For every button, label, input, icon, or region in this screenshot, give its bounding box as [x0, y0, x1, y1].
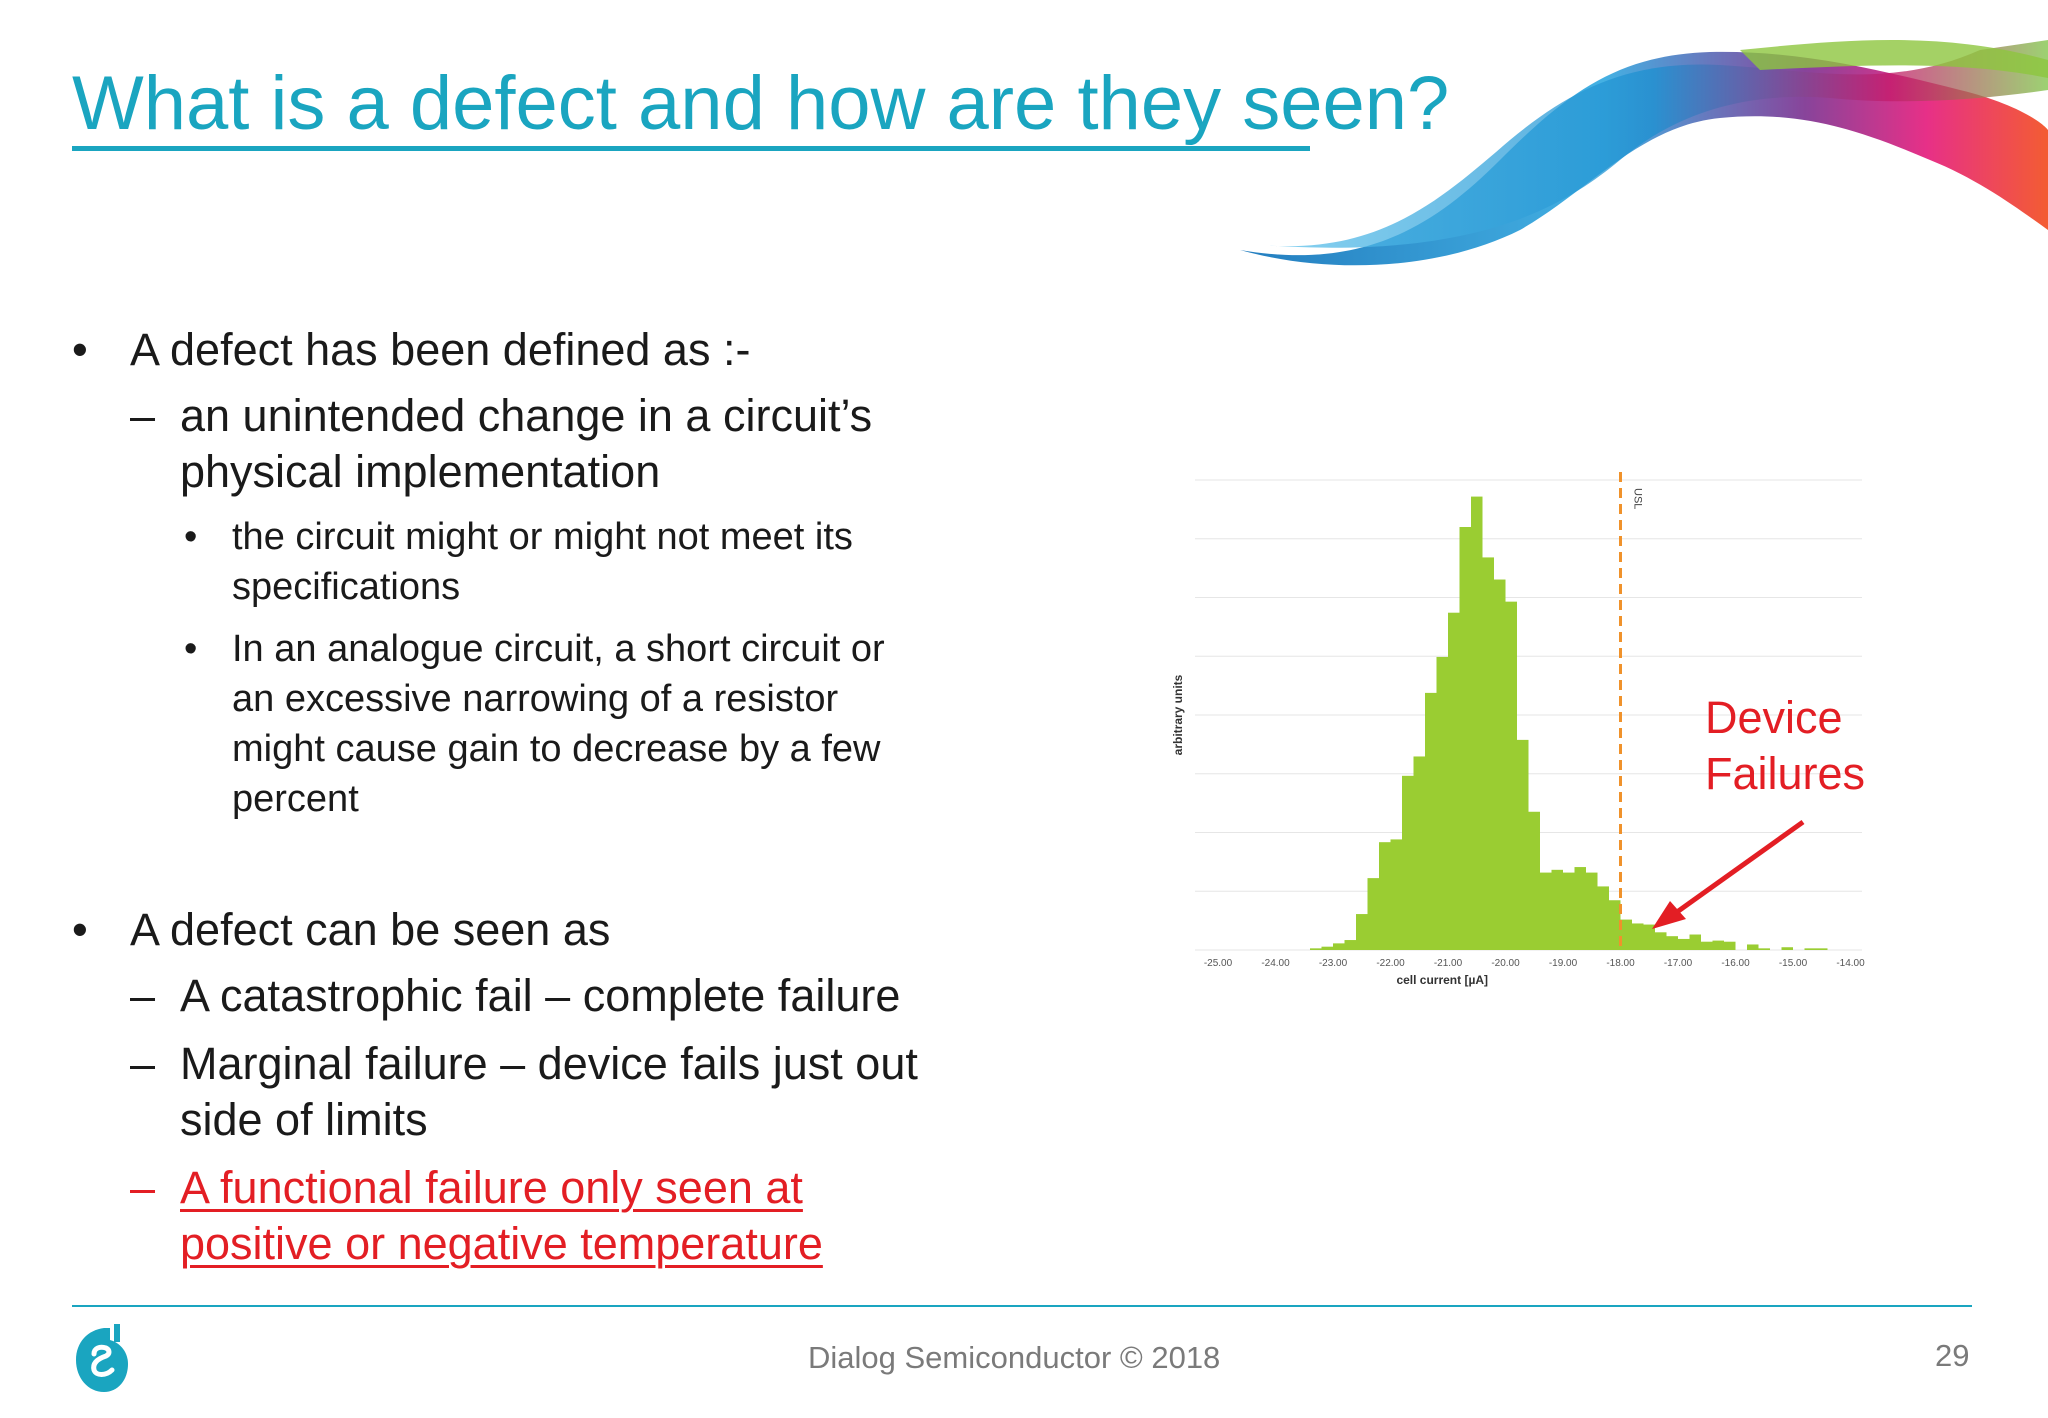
bullet-marker: –: [130, 1038, 156, 1089]
histogram-bar: [1321, 946, 1333, 950]
dialog-logo-icon: [76, 1324, 128, 1392]
histogram-svg: -25.00 -24.00 -23.00 -22.00 -21.00 -20.00 -19.…: [1171, 472, 1865, 987]
highlighted-bullet-text: A functional failure only seen at: [180, 1162, 803, 1213]
x-tick-label: -25.00: [1204, 958, 1233, 969]
bullet-text: A defect can be seen as: [130, 904, 611, 955]
histogram-bar: [1816, 948, 1828, 950]
histogram-bar: [1574, 867, 1586, 950]
histogram-bar: [1563, 872, 1575, 950]
histogram-bar: [1758, 948, 1770, 950]
bullet-text: an excessive narrowing of a resistor: [232, 678, 839, 720]
histogram-bar: [1655, 932, 1667, 950]
histogram-bar: [1528, 811, 1540, 950]
histogram-bar: [1643, 924, 1655, 950]
bullet-text: specifications: [232, 566, 461, 608]
histogram-bar: [1310, 948, 1322, 950]
histogram-bar: [1448, 612, 1460, 950]
histogram-bar: [1804, 948, 1816, 950]
callout-line-2: Failures: [1705, 748, 1866, 799]
histogram-bars: [1310, 496, 1828, 950]
title-underline: [72, 146, 1310, 151]
decorative-swoosh-graphic: [1240, 40, 2048, 266]
histogram-bar: [1356, 914, 1368, 950]
x-tick-label: -14.00: [1836, 958, 1865, 969]
histogram-bar: [1344, 940, 1356, 950]
histogram-bar: [1505, 601, 1517, 950]
histogram-bar: [1666, 936, 1678, 950]
x-tick-label: -24.00: [1261, 958, 1290, 969]
histogram-bar: [1689, 934, 1701, 950]
histogram-chart: -25.00 -24.00 -23.00 -22.00 -21.00 -20.00 -19.…: [1160, 470, 1880, 990]
histogram-bar: [1678, 938, 1690, 950]
bullet-text: percent: [232, 778, 359, 820]
histogram-bar: [1413, 756, 1425, 950]
bullet-marker: –: [130, 1162, 156, 1213]
footer-divider: [72, 1305, 1972, 1307]
bullet-text: physical implementation: [180, 446, 661, 497]
x-tick-label: -22.00: [1376, 958, 1405, 969]
page-number: 29: [1935, 1338, 1970, 1373]
bullet-text: the circuit might or might not meet its: [232, 516, 853, 558]
histogram-bar: [1620, 919, 1632, 950]
bullet-text: side of limits: [180, 1094, 428, 1145]
bullet-marker: •: [72, 904, 88, 955]
histogram-bar: [1551, 869, 1563, 950]
histogram-bar: [1540, 872, 1552, 950]
y-axis-label: arbitrary units: [1171, 674, 1185, 755]
bullet-text: A defect has been defined as :-: [130, 324, 751, 375]
histogram-bar: [1724, 941, 1736, 950]
x-tick-label: -21.00: [1434, 958, 1463, 969]
histogram-bar: [1609, 900, 1621, 950]
histogram-bar: [1747, 944, 1759, 950]
histogram-bar: [1390, 839, 1402, 950]
histogram-bar: [1701, 941, 1713, 950]
histogram-bar: [1367, 878, 1379, 950]
slide-title: What is a defect and how are they seen?: [72, 61, 1450, 146]
histogram-bar: [1632, 923, 1644, 950]
bullet-marker: –: [130, 970, 156, 1021]
x-axis-label: cell current [µA]: [1396, 973, 1488, 987]
bullet-text: A catastrophic fail – complete failure: [180, 970, 901, 1021]
device-failures-callout: Device Failures: [1705, 690, 1865, 802]
x-tick-labels: -25.00 -24.00 -23.00 -22.00 -21.00 -20.00 -19.…: [1204, 958, 1865, 969]
x-tick-label: -19.00: [1549, 958, 1578, 969]
histogram-bar: [1471, 496, 1483, 950]
histogram-bar: [1333, 943, 1345, 950]
histogram-bar: [1517, 739, 1529, 950]
bullet-marker: •: [184, 516, 198, 558]
highlighted-bullet-text: positive or negative temperature: [180, 1218, 823, 1269]
bullet-text: In an analogue circuit, a short circuit …: [232, 628, 885, 670]
histogram-bar: [1425, 692, 1437, 950]
x-tick-label: -16.00: [1721, 958, 1750, 969]
footer-copyright: Dialog Semiconductor © 2018: [808, 1340, 1221, 1375]
histogram-bar: [1781, 947, 1793, 950]
red-arrow-icon: [1652, 819, 1805, 929]
bullet-text: Marginal failure – device fails just out: [180, 1038, 918, 1089]
bullet-marker: •: [184, 628, 198, 670]
histogram-bar: [1402, 775, 1414, 950]
histogram-bar: [1436, 656, 1448, 950]
histogram-bar: [1494, 579, 1506, 950]
histogram-bar: [1586, 872, 1598, 950]
histogram-bar: [1597, 886, 1609, 950]
histogram-bar: [1712, 940, 1724, 950]
histogram-bar: [1482, 557, 1494, 950]
x-tick-label: -15.00: [1779, 958, 1808, 969]
bullet-text: might cause gain to decrease by a few: [232, 728, 881, 770]
x-tick-label: -18.00: [1606, 958, 1635, 969]
bullet-marker: •: [72, 324, 88, 375]
x-tick-label: -17.00: [1664, 958, 1693, 969]
bullet-text: an unintended change in a circuit’s: [180, 390, 873, 441]
histogram-bar: [1459, 527, 1471, 950]
bullet-marker: –: [130, 390, 156, 441]
histogram-bar: [1379, 842, 1391, 950]
x-tick-label: -23.00: [1319, 958, 1348, 969]
callout-line-1: Device: [1705, 692, 1843, 743]
x-tick-label: -20.00: [1491, 958, 1520, 969]
usl-label: USL: [1632, 488, 1644, 509]
